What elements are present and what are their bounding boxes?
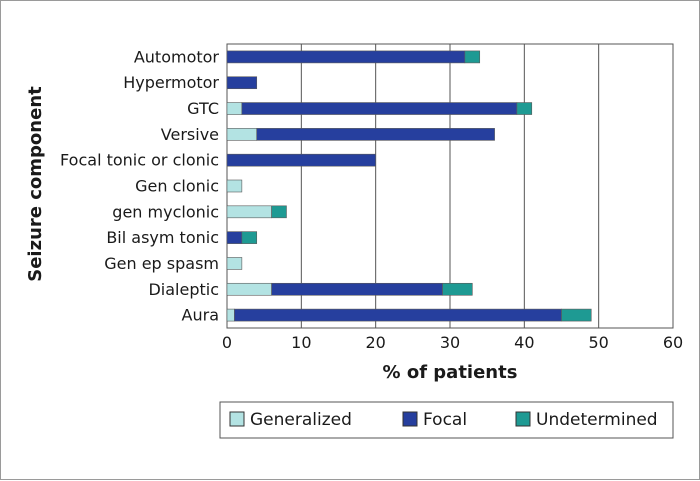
bar-segment-focal: [256, 128, 495, 141]
bar-segment-focal: [241, 102, 518, 115]
category-label: Hypermotor: [123, 73, 219, 92]
category-label: Aura: [182, 306, 219, 325]
x-tick-labels: 0 10 20 30 40 50 60: [222, 333, 683, 352]
bar-segment-focal: [226, 76, 258, 90]
category-label: Focal tonic or clonic: [60, 151, 219, 170]
x-tick-label: 20: [365, 333, 385, 352]
legend-swatch: [402, 411, 418, 427]
legend-label: Undetermined: [536, 410, 658, 430]
bar-segment-undetermined: [241, 231, 258, 244]
bar-segment-focal: [226, 50, 466, 64]
bar-segment-focal: [226, 153, 376, 167]
bars: [226, 50, 592, 322]
bar-segment-generalized: [226, 308, 235, 322]
category-label: Versive: [161, 125, 219, 144]
grid-lines: [300, 44, 600, 328]
y-axis-title: Seizure component: [25, 86, 46, 282]
category-label: Gen clonic: [135, 177, 219, 196]
x-tick-label: 10: [291, 333, 311, 352]
bar-segment-undetermined: [271, 205, 287, 219]
category-label: Bil asym tonic: [106, 228, 219, 247]
legend: Generalized Focal Undetermined: [229, 410, 658, 430]
x-tick-label: 40: [514, 333, 534, 352]
category-label: GTC: [187, 99, 219, 118]
x-tick-label: 0: [222, 333, 232, 352]
bar-segment-undetermined: [464, 50, 481, 64]
bar-segment-focal: [271, 282, 443, 296]
x-tick-label: 50: [588, 333, 608, 352]
x-tick-label: 30: [440, 333, 460, 352]
category-label: Gen ep spasm: [104, 254, 219, 273]
legend-swatch: [515, 411, 531, 427]
bar-segment-generalized: [226, 128, 258, 141]
bar-segment-generalized: [226, 179, 243, 193]
bar-segment-undetermined: [442, 282, 473, 296]
bar-segment-focal: [226, 231, 243, 244]
category-label: Automotor: [134, 47, 220, 66]
category-label: gen myclonic: [112, 202, 219, 221]
legend-label: Generalized: [250, 410, 352, 430]
bar-segment-generalized: [226, 282, 272, 296]
x-axis-title: % of patients: [383, 362, 518, 383]
bar-segment-undetermined: [516, 102, 533, 115]
legend-swatch: [229, 411, 245, 427]
category-label: Dialeptic: [148, 280, 219, 299]
x-tick-label: 60: [663, 333, 683, 352]
legend-label: Focal: [423, 410, 467, 430]
legend-box: [219, 401, 674, 439]
bar-segment-focal: [234, 308, 562, 322]
bar-segment-generalized: [226, 102, 243, 115]
bar-segment-generalized: [226, 205, 272, 219]
bar-segment-undetermined: [561, 308, 592, 322]
bar-segment-generalized: [226, 257, 243, 270]
category-labels: Automotor Hypermotor GTC Versive Focal tonic…: [60, 47, 219, 324]
